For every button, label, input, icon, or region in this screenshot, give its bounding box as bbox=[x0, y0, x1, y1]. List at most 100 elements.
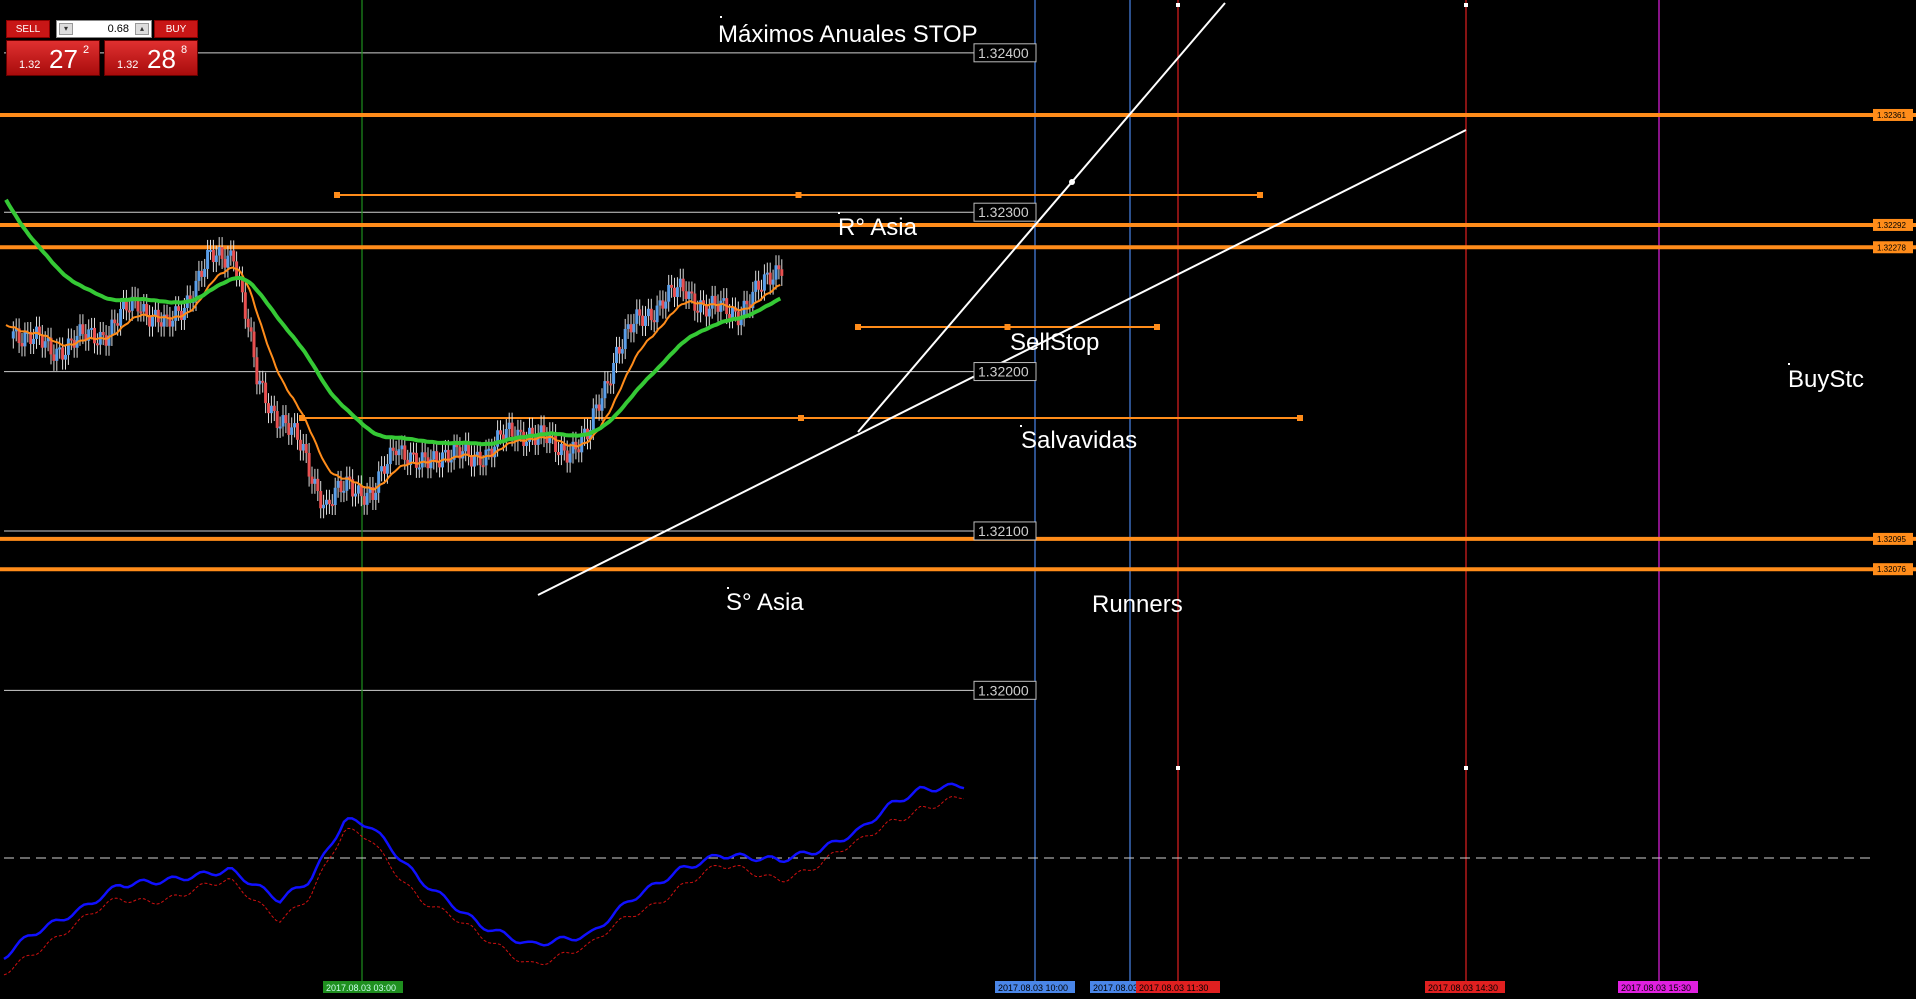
candle-body bbox=[356, 485, 360, 494]
sell-price-pips: 27 bbox=[49, 44, 78, 74]
price-label-box bbox=[973, 202, 1037, 222]
candle-body bbox=[681, 278, 685, 292]
candle-body bbox=[455, 444, 459, 448]
candle-body bbox=[43, 341, 47, 348]
candle-body bbox=[646, 308, 650, 317]
annotation-label: SellStop bbox=[1010, 329, 1099, 356]
buy-price-button[interactable]: 1.32 28 8 bbox=[104, 40, 198, 76]
candle-body bbox=[339, 480, 343, 493]
candle-body bbox=[206, 249, 210, 269]
candle-body bbox=[130, 296, 134, 311]
price-label-box bbox=[973, 521, 1037, 541]
lot-decrease-button[interactable]: ▾ bbox=[59, 23, 73, 35]
candle-body bbox=[641, 315, 645, 326]
candle-body bbox=[272, 405, 276, 412]
candle-body bbox=[290, 427, 294, 435]
candle-body bbox=[52, 354, 56, 361]
candle-body bbox=[391, 447, 395, 451]
buy-button[interactable]: BUY bbox=[154, 20, 198, 38]
candle-body bbox=[139, 311, 143, 314]
candle-body bbox=[32, 338, 36, 345]
candle-body bbox=[14, 328, 18, 332]
candle-body bbox=[583, 428, 587, 436]
candle-body bbox=[635, 309, 639, 324]
annotation-anchor bbox=[1788, 363, 1790, 365]
candle-body bbox=[252, 331, 256, 358]
time-label: 2017.08.03 15:30 bbox=[1621, 983, 1691, 993]
candle-body bbox=[116, 323, 120, 326]
candle-body bbox=[368, 487, 372, 493]
candle-body bbox=[597, 404, 601, 411]
candle-body bbox=[293, 423, 297, 428]
candle-body bbox=[342, 490, 346, 493]
order-segments[interactable] bbox=[299, 192, 1303, 421]
text-annotations: Máximos Anuales STOP R° Asia SellStop Salva… bbox=[718, 16, 1864, 618]
candle-body bbox=[414, 452, 418, 468]
candle-body bbox=[394, 450, 398, 456]
candle-body bbox=[81, 324, 85, 335]
candle-body bbox=[61, 347, 65, 360]
lot-increase-button[interactable]: ▴ bbox=[135, 23, 149, 35]
candle-body bbox=[93, 327, 96, 344]
time-label-box bbox=[1136, 981, 1220, 993]
candle-body bbox=[571, 441, 575, 454]
lot-size-input[interactable] bbox=[75, 21, 133, 37]
candle-body bbox=[713, 295, 717, 305]
candle-body bbox=[638, 309, 642, 316]
candle-body bbox=[545, 437, 549, 444]
candle-body bbox=[432, 451, 436, 460]
candle-body bbox=[728, 314, 732, 319]
candle-body bbox=[777, 265, 781, 270]
oscillator-panel bbox=[3, 782, 1875, 976]
level-label: 1.32361 bbox=[1877, 111, 1906, 120]
candle-body bbox=[577, 449, 581, 453]
candle-body bbox=[446, 449, 450, 463]
candle-body bbox=[780, 269, 784, 276]
candle-body bbox=[774, 265, 778, 280]
candle-body bbox=[377, 471, 381, 493]
order-handle bbox=[1297, 415, 1303, 421]
candle-body bbox=[226, 255, 230, 268]
candle-body bbox=[702, 300, 705, 305]
candle-body bbox=[371, 487, 375, 500]
price-label: 1.32300 bbox=[978, 204, 1029, 220]
candle-body bbox=[217, 247, 221, 256]
candle-body bbox=[626, 324, 630, 329]
candle-body bbox=[64, 354, 67, 360]
lot-size-control: ▾ ▴ bbox=[56, 20, 152, 38]
ema-slow-line bbox=[4, 198, 782, 447]
candle-body bbox=[124, 299, 128, 311]
candle-body bbox=[322, 504, 326, 509]
candle-body bbox=[296, 423, 299, 440]
sell-button[interactable]: SELL bbox=[6, 20, 50, 38]
candle-body bbox=[745, 300, 749, 305]
ema-fast-line bbox=[5, 266, 781, 491]
candle-body bbox=[354, 493, 357, 497]
time-label: 2017.08.03 10:00 bbox=[998, 983, 1068, 993]
candle-body bbox=[165, 314, 169, 317]
moving-averages bbox=[4, 198, 782, 491]
candle-body bbox=[385, 464, 389, 474]
time-label-box bbox=[1618, 981, 1698, 993]
time-label-box bbox=[995, 981, 1075, 993]
candle-body bbox=[710, 295, 714, 309]
candle-body bbox=[632, 323, 636, 333]
candle-body bbox=[530, 427, 534, 435]
candle-body bbox=[23, 332, 27, 347]
annotation-anchor bbox=[727, 587, 729, 589]
sell-price-button[interactable]: 1.32 27 2 bbox=[6, 40, 100, 76]
candle-body bbox=[200, 270, 204, 277]
candle-body bbox=[696, 310, 700, 313]
candle-body bbox=[330, 504, 334, 507]
candle-body bbox=[142, 304, 146, 312]
order-handle bbox=[1257, 192, 1263, 198]
candle-body bbox=[687, 291, 691, 299]
candle-body bbox=[223, 258, 227, 268]
candle-body bbox=[420, 452, 424, 468]
candle-body bbox=[264, 382, 268, 404]
candle-body bbox=[771, 279, 775, 285]
candle-body bbox=[487, 448, 491, 451]
horizontal-levels[interactable]: 1.32361 1.32292 1.32278 1.32095 1.32076 bbox=[0, 108, 1916, 576]
